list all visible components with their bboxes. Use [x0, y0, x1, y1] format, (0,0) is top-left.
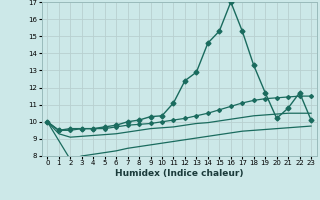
X-axis label: Humidex (Indice chaleur): Humidex (Indice chaleur) [115, 169, 244, 178]
